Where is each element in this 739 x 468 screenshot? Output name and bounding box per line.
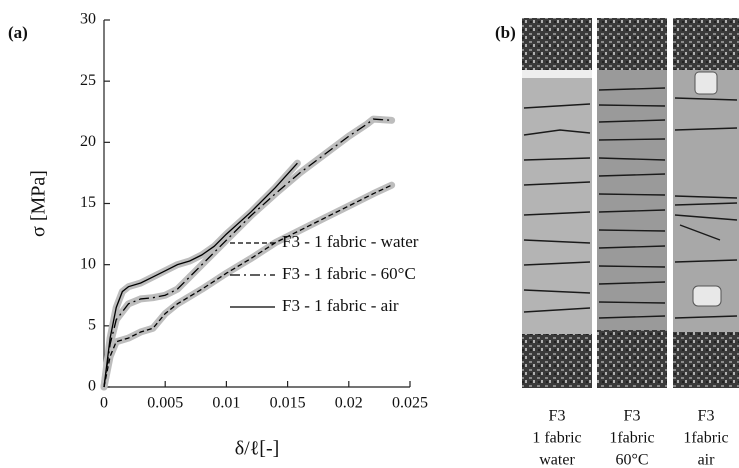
x-tick-label: 0.01	[212, 395, 240, 412]
specimen-caption: water	[539, 452, 575, 468]
y-tick-label: 0	[88, 378, 96, 395]
y-tick-label: 5	[88, 317, 96, 334]
specimen	[522, 18, 592, 388]
scatter-band	[100, 115, 396, 391]
panel-label: (a)	[8, 23, 28, 42]
y-tick-label: 25	[80, 72, 96, 89]
specimen-caption: 1 fabric	[532, 430, 581, 447]
specimen-caption: 60°C	[615, 452, 648, 468]
legend-label: F3 - 1 fabric - water	[282, 232, 419, 251]
y-tick-label: 10	[80, 255, 96, 272]
y-tick-label: 20	[80, 133, 96, 150]
y-axis-label: σ [MPa]	[28, 170, 50, 237]
y-tick-label: 30	[80, 11, 96, 28]
specimen-caption: F3	[698, 408, 715, 425]
line	[103, 184, 392, 388]
x-axis-label: δ/ℓ[-]	[235, 438, 280, 460]
specimen-caption: F3	[624, 408, 641, 425]
x-tick-label: 0.005	[147, 395, 183, 412]
scatter-band	[100, 159, 301, 391]
specimen	[597, 18, 667, 388]
specimen-caption: 1fabric	[683, 430, 728, 447]
x-tick-label: 0.02	[335, 395, 363, 412]
specimen	[673, 18, 739, 388]
x-tick-label: 0.015	[270, 395, 306, 412]
line	[103, 162, 298, 388]
specimen-caption: air	[698, 452, 716, 468]
x-tick-label: 0	[100, 395, 108, 412]
line	[103, 118, 392, 388]
specimen-caption: 1fabric	[609, 430, 654, 447]
panel-label: (b)	[495, 23, 516, 42]
y-tick-label: 15	[80, 194, 96, 211]
specimen-caption: F3	[549, 408, 566, 425]
legend-label: F3 - 1 fabric - 60°C	[282, 264, 416, 283]
specimen-photos	[522, 18, 739, 388]
legend-label: F3 - 1 fabric - air	[282, 296, 399, 315]
x-tick-label: 0.025	[392, 395, 428, 412]
